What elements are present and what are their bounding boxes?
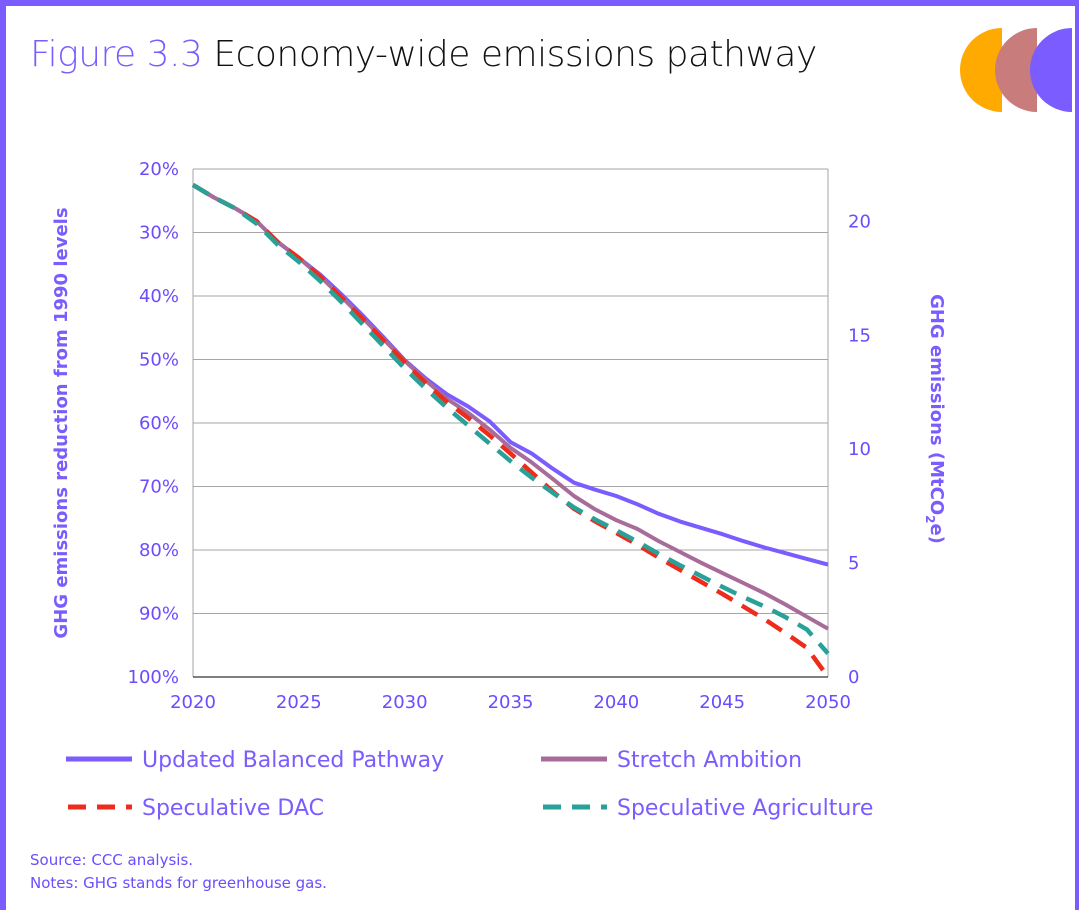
- left-tick-label: 50%: [139, 350, 179, 371]
- x-axis-ticks: 2020 2025 2030 2035 2040 2045 2050: [170, 692, 851, 713]
- left-tick-label: 80%: [139, 540, 179, 561]
- logo-shape-mauve: [995, 28, 1037, 112]
- x-tick-label: 2020: [170, 692, 216, 713]
- left-tick-label: 60%: [139, 413, 179, 434]
- x-tick-label: 2025: [276, 692, 322, 713]
- figure-number: Figure 3.3: [30, 34, 203, 75]
- x-tick-label: 2050: [805, 692, 851, 713]
- left-axis-title: GHG emissions reduction from 1990 levels: [51, 207, 72, 638]
- axis-titles: GHG emissions reduction from 1990 levels…: [51, 207, 947, 638]
- frame-right-border: [1075, 0, 1079, 910]
- logo-shape-orange: [960, 28, 1002, 112]
- legend: Updated Balanced Pathway Stretch Ambition…: [66, 748, 873, 821]
- legend-label-2: Speculative DAC: [142, 796, 324, 821]
- right-axis-title: GHG emissions (MtCO2e): [923, 294, 947, 544]
- series-lines: [191, 182, 830, 679]
- right-tick-label: 0: [848, 667, 859, 688]
- series-line-2: [191, 182, 830, 679]
- legend-label-0: Updated Balanced Pathway: [142, 748, 444, 773]
- x-tick-label: 2030: [382, 692, 428, 713]
- left-tick-label: 30%: [139, 223, 179, 244]
- x-tick-label: 2035: [488, 692, 534, 713]
- right-axis-ticks: 20 15 10 5 0: [848, 211, 871, 688]
- right-tick-label: 5: [848, 553, 859, 574]
- logo-shape-purple: [1030, 28, 1072, 112]
- notes-text: Notes: GHG stands for greenhouse gas.: [30, 874, 327, 892]
- left-tick-label: 70%: [139, 477, 179, 498]
- frame-left-border: [0, 0, 6, 910]
- legend-label-1: Stretch Ambition: [617, 748, 802, 773]
- legend-label-3: Speculative Agriculture: [617, 796, 873, 821]
- x-tick-label: 2040: [593, 692, 639, 713]
- frame-top-border: [0, 0, 1079, 6]
- left-tick-label: 90%: [139, 604, 179, 625]
- left-tick-label: 100%: [128, 667, 179, 688]
- series-line-3: [191, 182, 830, 655]
- left-axis-ticks: 20% 30% 40% 50% 60% 70% 80% 90% 100%: [128, 159, 179, 688]
- series-line-0: [191, 183, 829, 567]
- left-tick-label: 40%: [139, 286, 179, 307]
- gridlines: [192, 168, 829, 678]
- figure-title-text: Economy-wide emissions pathway: [213, 34, 817, 75]
- right-tick-label: 15: [848, 325, 871, 346]
- right-tick-label: 10: [848, 439, 871, 460]
- source-note: Source: CCC analysis.: [30, 851, 194, 869]
- x-tick-label: 2045: [699, 692, 745, 713]
- figure-title: Figure 3.3 Economy-wide emissions pathwa…: [30, 34, 817, 75]
- ccc-logo: [960, 28, 1072, 112]
- right-tick-label: 20: [848, 211, 871, 232]
- left-tick-label: 20%: [139, 159, 179, 180]
